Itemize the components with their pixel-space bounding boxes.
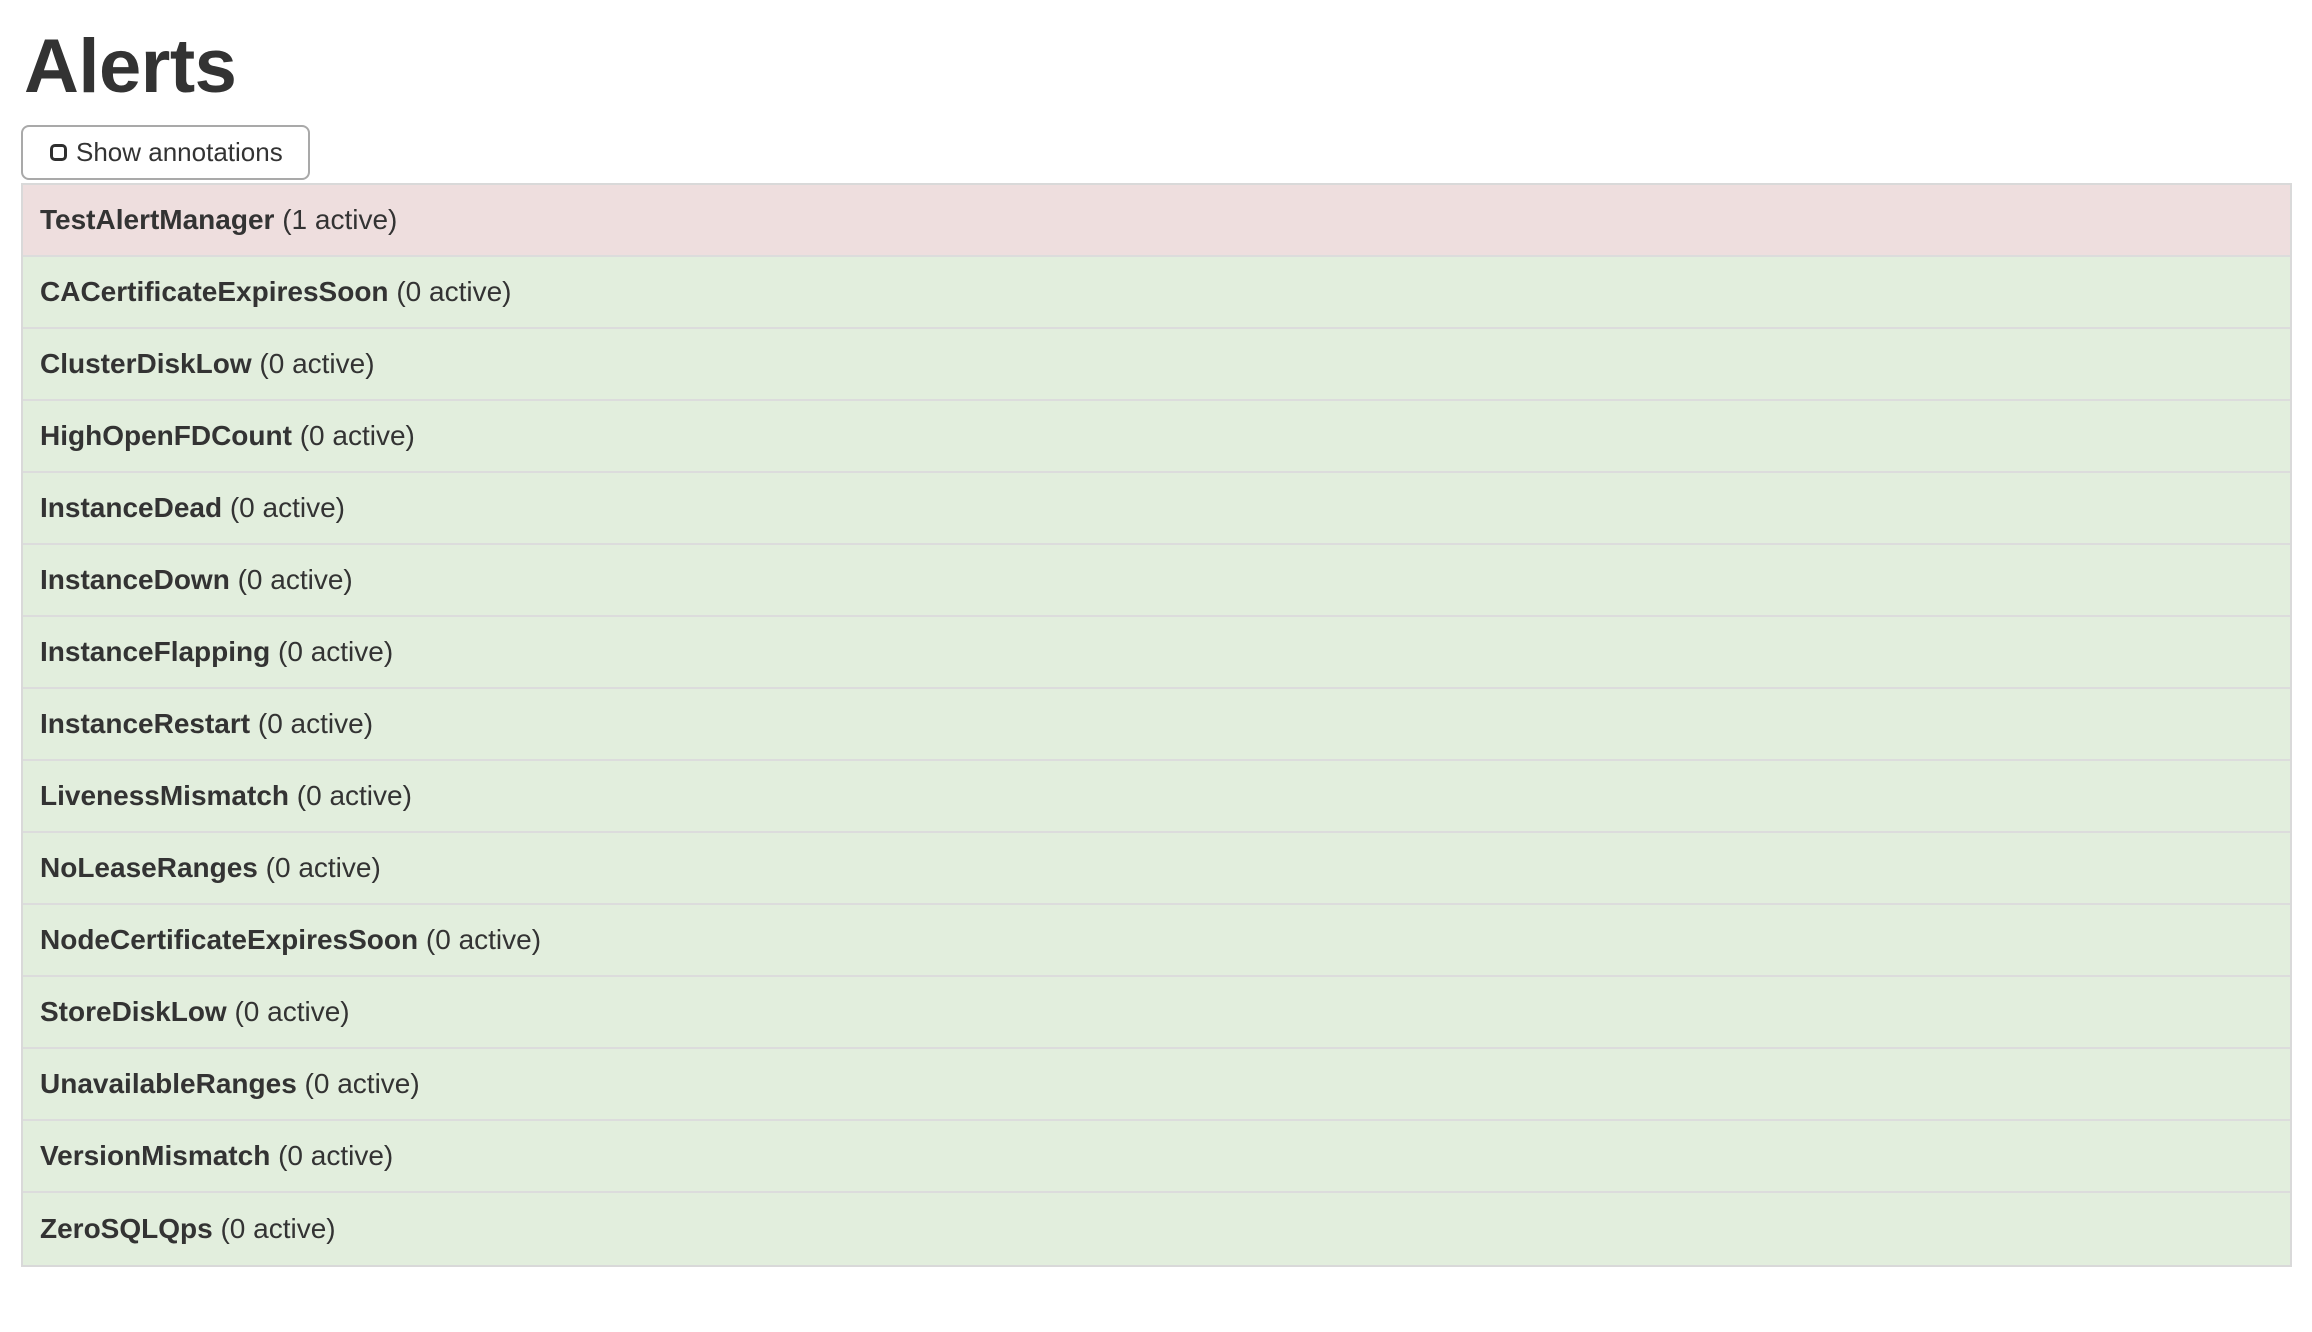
alert-count: (0 active) bbox=[212, 1212, 336, 1244]
alert-name: NodeCertificateExpiresSoon bbox=[40, 923, 419, 955]
alert-name: NoLeaseRanges bbox=[40, 851, 258, 883]
alert-row[interactable]: InstanceFlapping (0 active) bbox=[23, 616, 2290, 689]
alert-row[interactable]: InstanceDead (0 active) bbox=[23, 472, 2290, 545]
alert-row[interactable]: VersionMismatch (0 active) bbox=[23, 1120, 2290, 1193]
alert-count: (0 active) bbox=[291, 419, 415, 451]
checkbox-unchecked-icon bbox=[50, 143, 67, 161]
alert-row[interactable]: StoreDiskLow (0 active) bbox=[23, 976, 2290, 1049]
alert-name: InstanceFlapping bbox=[40, 635, 271, 667]
alerts-list: TestAlertManager (1 active) CACertificat… bbox=[21, 182, 2292, 1267]
alert-name: InstanceDown bbox=[40, 563, 230, 595]
alert-count: (0 active) bbox=[418, 923, 542, 955]
alert-row[interactable]: ZeroSQLQps (0 active) bbox=[23, 1192, 2290, 1265]
page-title: Alerts bbox=[24, 24, 237, 109]
alert-name: InstanceRestart bbox=[40, 707, 251, 739]
alert-name: StoreDiskLow bbox=[40, 995, 227, 1027]
show-annotations-label: Show annotations bbox=[76, 136, 283, 167]
alerts-page: Alerts Show annotations TestAlertManager… bbox=[21, 24, 2292, 1267]
alert-row[interactable]: InstanceRestart (0 active) bbox=[23, 688, 2290, 761]
alert-count: (0 active) bbox=[251, 347, 375, 379]
alert-count: (0 active) bbox=[289, 779, 412, 811]
alert-count: (1 active) bbox=[274, 203, 398, 235]
alert-row[interactable]: CACertificateExpiresSoon (0 active) bbox=[23, 256, 2290, 329]
alert-count: (0 active) bbox=[257, 851, 381, 883]
alert-name: VersionMismatch bbox=[40, 1139, 271, 1171]
alert-name: LivenessMismatch bbox=[40, 779, 289, 811]
alert-count: (0 active) bbox=[222, 491, 346, 523]
alert-row[interactable]: TestAlertManager (1 active) bbox=[23, 184, 2290, 257]
alert-count: (0 active) bbox=[270, 1139, 394, 1171]
alert-row[interactable]: HighOpenFDCount (0 active) bbox=[23, 400, 2290, 473]
alert-row[interactable]: ClusterDiskLow (0 active) bbox=[23, 328, 2290, 401]
alert-name: UnavailableRanges bbox=[40, 1067, 297, 1099]
toolbar: Show annotations bbox=[21, 124, 2292, 180]
alert-row[interactable]: InstanceDown (0 active) bbox=[23, 544, 2290, 617]
alert-name: HighOpenFDCount bbox=[40, 419, 292, 451]
alert-row[interactable]: UnavailableRanges (0 active) bbox=[23, 1048, 2290, 1121]
alert-name: CACertificateExpiresSoon bbox=[40, 275, 389, 307]
alert-name: ClusterDiskLow bbox=[40, 347, 252, 379]
alert-name: TestAlertManager bbox=[40, 203, 275, 235]
alert-count: (0 active) bbox=[270, 635, 394, 667]
alert-count: (0 active) bbox=[388, 275, 512, 307]
alert-row[interactable]: NoLeaseRanges (0 active) bbox=[23, 832, 2290, 905]
alert-count: (0 active) bbox=[229, 563, 353, 595]
alert-count: (0 active) bbox=[226, 995, 350, 1027]
alert-count: (0 active) bbox=[296, 1067, 420, 1099]
alert-row[interactable]: NodeCertificateExpiresSoon (0 active) bbox=[23, 904, 2290, 977]
alert-name: InstanceDead bbox=[40, 491, 223, 523]
alert-count: (0 active) bbox=[250, 707, 374, 739]
alert-name: ZeroSQLQps bbox=[40, 1212, 213, 1244]
alert-row[interactable]: LivenessMismatch (0 active) bbox=[23, 760, 2290, 833]
show-annotations-button[interactable]: Show annotations bbox=[21, 124, 310, 180]
